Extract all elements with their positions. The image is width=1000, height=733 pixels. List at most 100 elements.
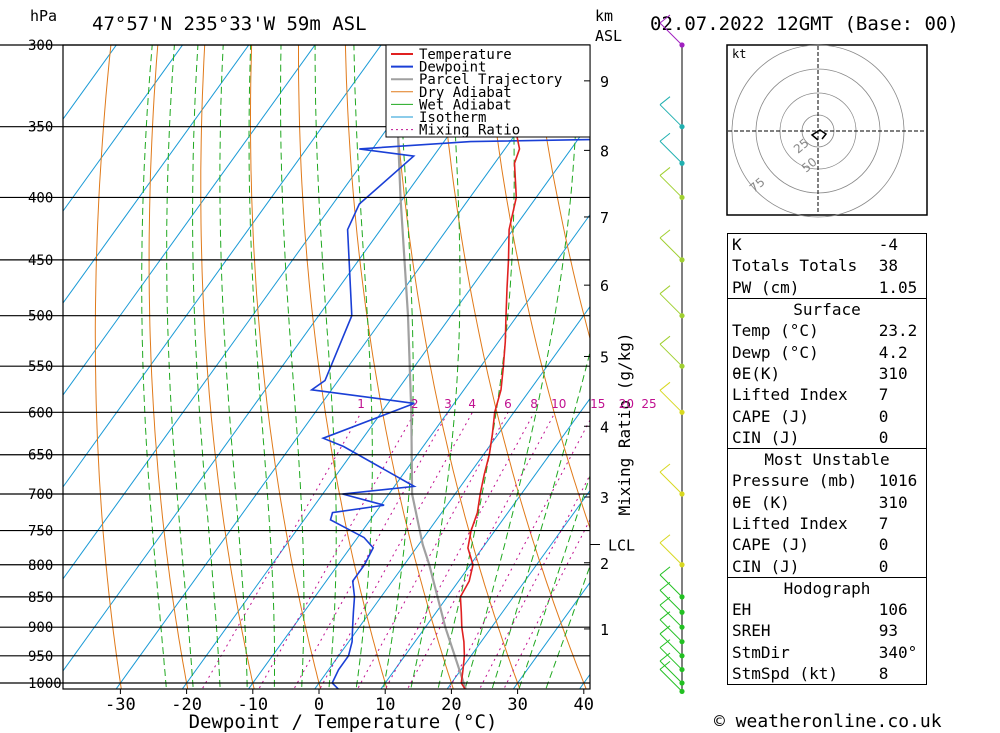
height-tick-label: 9 (600, 73, 609, 91)
index-label: CAPE (J) (732, 535, 810, 555)
legend-entry: Dewpoint (419, 60, 486, 76)
run-datetime: 02.07.2022 12GMT (Base: 00) (650, 13, 959, 35)
wind-barb-flag (659, 534, 671, 544)
index-label: θE(K) (732, 363, 781, 383)
legend-entry: Dry Adiabat (419, 85, 512, 101)
dry-adiabat-line (943, 8, 1000, 709)
indices-table: K -4 Totals Totals 38 PW (cm) 1.05 Surface Temp… (727, 233, 927, 686)
hpa-unit-label: hPa (30, 7, 57, 25)
wet-adiabat-line (166, 45, 194, 689)
temp-tick-label: 30 (507, 695, 527, 715)
index-label: CIN (J) (732, 427, 800, 447)
km-unit-label: km (595, 7, 613, 25)
index-row: K -4 (728, 234, 927, 256)
index-row: θE(K) 310 (728, 363, 927, 384)
wind-barb-flag (659, 611, 671, 621)
mixing-ratio-line (406, 412, 556, 689)
dewpoint-line (309, 138, 590, 689)
mixing-ratio-label: 1 (357, 397, 365, 411)
wind-barb-staff (659, 669, 683, 692)
dry-adiabat-line (148, 45, 189, 689)
index-label: Pressure (mb) (732, 471, 858, 491)
wind-barb-staff (659, 647, 683, 670)
index-value: 0 (878, 406, 889, 426)
mixing-ratio-label: 2 (411, 397, 419, 411)
index-value: -4 (878, 235, 898, 255)
dry-adiabat-line (344, 45, 454, 689)
index-label: θE (K) (732, 492, 790, 512)
index-section-header: Most Unstable (727, 447, 927, 471)
wet-adiabat-line (192, 45, 221, 689)
height-tick-label: 2 (600, 555, 609, 573)
index-section-header: Surface (727, 297, 927, 321)
wind-barb-staff (659, 589, 683, 613)
wind-barb-flag (659, 652, 671, 662)
index-value: 106 (878, 600, 908, 620)
isotherm-line (63, 45, 184, 212)
mixing-ratio-label: 25 (641, 397, 656, 411)
isotherm-line (63, 45, 382, 488)
index-label: Temp (°C) (732, 321, 819, 341)
index-row: CAPE (J) 0 (728, 534, 927, 555)
x-axis-label: Dewpoint / Temperature (°C) (189, 711, 498, 733)
pressure-tick-label: 1000 (28, 676, 62, 692)
wind-barb-flag (659, 229, 671, 239)
wind-barb-flag (659, 463, 671, 473)
legend-entry: Wet Adiabat (419, 97, 512, 113)
index-label: Lifted Index (732, 514, 848, 533)
index-row: Dewp (°C) 4.2 (728, 341, 927, 362)
wind-barb-staff (659, 542, 683, 566)
index-label: CAPE (J) (732, 406, 810, 426)
index-label: Dewp (°C) (732, 342, 819, 362)
mixing-ratio-label: 3 (444, 397, 452, 411)
dry-adiabat-line (200, 45, 255, 689)
mixing-ratio-line (293, 412, 449, 689)
height-tick-label: 5 (600, 348, 609, 366)
index-value: 4.2 (878, 342, 908, 362)
mixing-ratio-label: 4 (468, 397, 476, 411)
index-value: 310 (878, 492, 908, 512)
wind-barb-staff (659, 619, 683, 643)
temp-tick-label: -20 (171, 695, 202, 715)
pressure-tick-label: 900 (28, 620, 53, 636)
index-label: SREH (732, 621, 771, 641)
index-label: Totals Totals (732, 256, 858, 276)
hodograph-unit: kt (732, 47, 746, 61)
dry-adiabat-line (298, 45, 388, 689)
pressure-tick-label: 800 (28, 558, 53, 574)
height-tick-label: 1 (600, 621, 609, 639)
legend-entry: Mixing Ratio (419, 123, 520, 139)
wet-adiabat-line (219, 45, 248, 689)
pressure-tick-label: 700 (28, 487, 53, 503)
mixing-ratio-line (384, 412, 535, 689)
index-value: 8 (878, 664, 889, 684)
wind-barb-flag (659, 639, 671, 648)
legend-entry: Parcel Trajectory (419, 72, 562, 88)
index-value: 1016 (878, 471, 918, 491)
mixing-ratio-label: 15 (590, 397, 605, 411)
isotherm-line (512, 581, 590, 689)
wet-adiabat-line (353, 45, 373, 689)
wind-barb-staff (659, 104, 683, 128)
pressure-tick-label: 500 (28, 309, 53, 325)
height-tick-label: 7 (600, 209, 609, 227)
height-tick-label: 6 (600, 277, 609, 295)
hodograph-trace (810, 129, 828, 141)
pressure-tick-label: 650 (28, 448, 53, 464)
mixing-ratio-label: 10 (551, 397, 566, 411)
wind-barb-flag (659, 285, 671, 295)
index-row: StmSpd (kt) 8 (728, 663, 927, 685)
wind-barb-flag (659, 625, 671, 635)
wind-barb-flag (659, 381, 671, 391)
wind-barb-staff (659, 343, 683, 367)
index-row: CIN (J) 0 (728, 555, 927, 577)
pressure-tick-label: 450 (28, 253, 53, 269)
index-row: PW (cm) 1.05 (728, 277, 927, 299)
wind-barb-staff (659, 660, 683, 684)
mixing-ratio-line (357, 412, 509, 689)
pressure-tick-label: 400 (28, 190, 53, 206)
index-row: Temp (°C) 23.2 (728, 320, 927, 341)
dry-adiabat-line (94, 45, 122, 689)
